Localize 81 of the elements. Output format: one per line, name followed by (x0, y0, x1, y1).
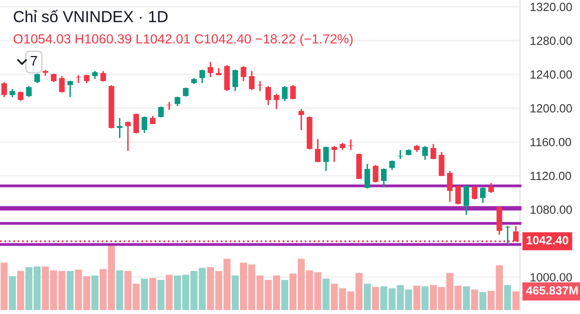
y-tick-label: 1000.00 (530, 273, 572, 282)
bar (372, 286, 380, 310)
bar (91, 275, 98, 310)
candlestick (100, 70, 106, 82)
text: Chỉ số VNINDEX · 1D (14, 10, 168, 22)
candlestick (398, 149, 404, 160)
candlestick (18, 90, 24, 102)
candlestick (422, 145, 428, 161)
candlestick (1, 81, 7, 98)
candlestick (174, 96, 180, 107)
text: O1054.03 H1060.39 L1042.01 C1042.40 −18.22 (−1.72%) (14, 34, 353, 46)
candlestick (298, 108, 304, 131)
y-tick-label: 1120.00 (530, 172, 572, 180)
candlestick (274, 93, 280, 110)
candlestick (372, 164, 378, 184)
candlestick (265, 85, 272, 106)
candlestick (34, 72, 40, 84)
candlestick (224, 64, 230, 92)
candlestick (480, 186, 486, 204)
ref-line-label: 1042.40 (526, 236, 568, 244)
candlestick (488, 182, 494, 194)
y-tick-label: 1320.00 (530, 2, 572, 12)
bar (281, 280, 288, 310)
y-tick-label: 1240.00 (530, 70, 572, 79)
bar (422, 286, 429, 310)
candlestick (282, 85, 288, 102)
candlestick (348, 138, 354, 151)
text: 465.837M (526, 286, 578, 295)
candlestick (257, 80, 263, 92)
bar (479, 292, 486, 310)
bar (157, 280, 164, 310)
bar (166, 274, 173, 310)
y-tick-label: 1280.00 (530, 36, 572, 45)
bar (140, 278, 148, 310)
candlestick (67, 80, 73, 98)
candlestick (116, 117, 122, 139)
candlestick (438, 151, 444, 177)
candlestick (199, 68, 206, 84)
candlestick (59, 75, 65, 94)
candlestick (158, 106, 164, 118)
candlestick (323, 146, 329, 172)
candlestick (232, 68, 238, 92)
bar (364, 284, 371, 310)
bar (462, 286, 470, 310)
candlestick (496, 206, 502, 236)
candlestick (240, 65, 246, 82)
bar (17, 270, 24, 310)
bar (232, 275, 239, 310)
candlestick (290, 84, 296, 100)
bar (322, 278, 330, 310)
bar (149, 278, 156, 310)
candlestick (381, 168, 387, 188)
bar (512, 291, 520, 310)
candlestick (125, 120, 131, 152)
bar (413, 286, 420, 310)
candlestick (76, 74, 82, 84)
annotation: 7 (30, 56, 38, 66)
y-tick-label: 1080.00 (530, 206, 572, 214)
candlestick (464, 184, 470, 216)
bar (504, 285, 512, 310)
candlestick (26, 85, 32, 98)
candlestick (430, 143, 436, 160)
candlestick (447, 170, 453, 203)
candlestick (133, 112, 139, 134)
candlestick (142, 116, 148, 134)
bar (66, 270, 74, 310)
bar (116, 270, 124, 310)
candlestick (389, 160, 395, 171)
candlestick (314, 138, 321, 163)
y-tick-label: 1160.00 (530, 138, 572, 146)
candlestick (472, 185, 478, 200)
bar (0, 262, 8, 310)
y-tick-label: 1200.00 (530, 104, 572, 113)
candlestick (364, 163, 370, 190)
candlestick (331, 145, 338, 163)
candlestick (208, 61, 214, 78)
candlestick (455, 185, 461, 206)
candlestick (248, 70, 255, 91)
bar (8, 276, 16, 310)
bar (471, 290, 478, 310)
candlestick (166, 101, 172, 111)
